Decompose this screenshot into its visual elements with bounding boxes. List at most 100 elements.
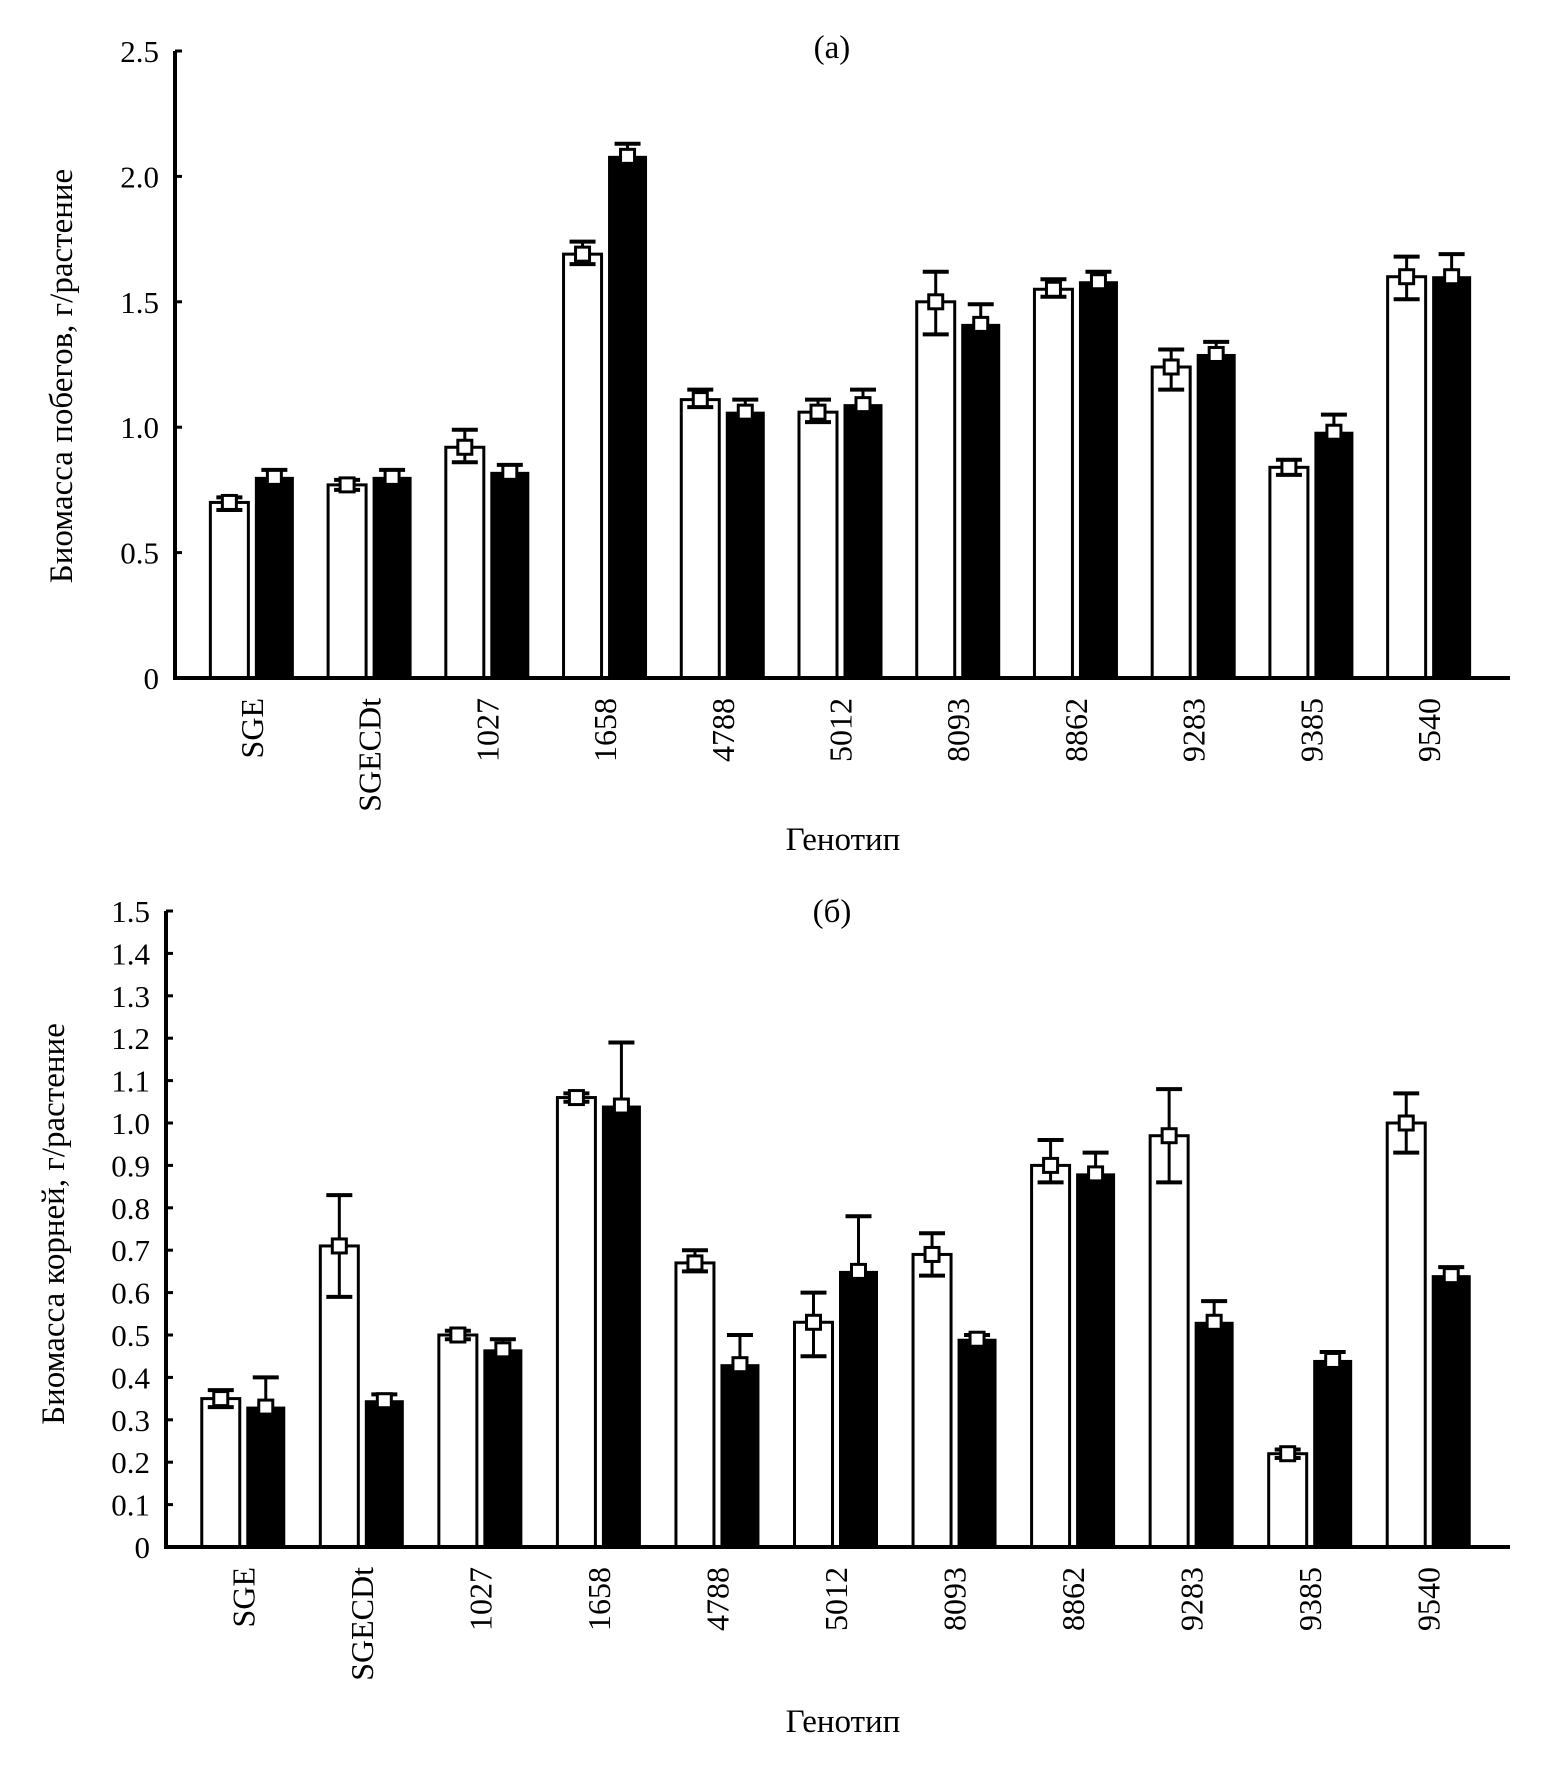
bar-white-8862 [1030, 1163, 1072, 1549]
bar-black-1027 [483, 1349, 523, 1548]
y-tick-label: 1.4 [111, 936, 150, 971]
y-tick-label: 1.0 [120, 410, 159, 445]
x-tick-label: 1658 [581, 1567, 617, 1631]
bar-black-SGECDt [372, 476, 412, 679]
bar-black-1658 [601, 1105, 641, 1548]
bar-black-5012 [843, 404, 883, 679]
bar-white-5012 [797, 410, 839, 680]
x-tick-label: 9283 [1174, 1567, 1210, 1631]
x-tick-label: 1658 [587, 698, 623, 762]
x-tick-label: 5012 [823, 698, 859, 762]
bar-black-8093 [961, 323, 1001, 679]
y-axis-title-b: Биомасса корней, г/растение [36, 1023, 72, 1425]
y-tick-label: 0.3 [111, 1403, 150, 1438]
bar-white-1658 [562, 252, 604, 680]
mean-marker-white-4788 [691, 391, 709, 409]
x-tick-label: 9385 [1292, 1567, 1328, 1631]
y-tick-label: 2.5 [120, 34, 159, 69]
mean-marker-black-9283 [1207, 345, 1225, 363]
bar-white-9540 [1385, 1121, 1427, 1549]
bar-black-SGECDt [364, 1400, 404, 1548]
bar-white-SGE [200, 1397, 242, 1549]
mean-marker-white-SGECDt [330, 1237, 348, 1255]
panel-label-a: (а) [814, 30, 851, 66]
mean-marker-black-5012 [854, 396, 872, 414]
bar-white-8093 [915, 300, 957, 680]
mean-marker-white-SGE [220, 493, 238, 511]
bar-white-4788 [679, 398, 721, 680]
x-tick-label: SGE [225, 1567, 261, 1627]
x-tick-label: 1027 [469, 698, 505, 762]
mean-marker-white-4788 [686, 1254, 704, 1272]
y-tick-label: 0.9 [111, 1148, 150, 1183]
mean-marker-white-5012 [805, 1313, 822, 1331]
mean-marker-black-4788 [731, 1356, 749, 1374]
mean-marker-black-SGECDt [383, 468, 401, 486]
mean-marker-white-1658 [574, 245, 592, 263]
y-tick-label: 0.6 [111, 1276, 150, 1311]
x-tick-label: 8862 [1055, 1567, 1091, 1631]
y-tick-label: 1.2 [111, 1021, 150, 1056]
bar-white-1027 [444, 445, 486, 680]
mean-marker-black-1027 [494, 1341, 512, 1359]
bar-black-9385 [1313, 1359, 1353, 1548]
bar-black-8862 [1078, 281, 1118, 679]
y-tick-label: 2.0 [120, 159, 159, 194]
mean-marker-black-9385 [1324, 1351, 1342, 1369]
mean-marker-white-1658 [567, 1089, 585, 1107]
x-tick-label: 8862 [1058, 698, 1094, 762]
bars-b [200, 1040, 1471, 1549]
bar-white-1027 [437, 1333, 479, 1549]
y-tick-label: 1.0 [111, 1106, 150, 1141]
y-tick-label: 0.7 [111, 1233, 150, 1268]
bar-white-9283 [1150, 365, 1192, 680]
mean-marker-white-8862 [1042, 1156, 1060, 1174]
y-tick-label: 0.8 [111, 1191, 150, 1226]
y-tick-label: 0.4 [111, 1360, 150, 1395]
y-tick-label: 0.5 [120, 536, 159, 571]
panel-label-b: (б) [813, 894, 852, 930]
y-tick-label: 1.3 [111, 979, 150, 1014]
mean-marker-black-8862 [1089, 273, 1107, 291]
mean-marker-black-4788 [736, 403, 754, 421]
x-tick-label: SGECDt [344, 1567, 380, 1681]
bar-black-1027 [490, 471, 530, 679]
y-tick-label: 0.1 [111, 1488, 150, 1523]
chart-panel-a: (а) Биомасса побегов, г/растение Генотип… [44, 30, 1510, 858]
bar-white-8093 [911, 1252, 953, 1549]
bar-black-1658 [608, 155, 648, 679]
bar-black-8093 [957, 1338, 997, 1548]
mean-marker-black-SGECDt [375, 1392, 393, 1410]
x-axis-title-a: Генотип [786, 822, 901, 858]
bar-black-SGE [254, 476, 294, 679]
mean-marker-white-8093 [923, 1245, 941, 1263]
bar-white-9385 [1268, 465, 1310, 680]
mean-marker-black-SGE [257, 1398, 275, 1416]
mean-marker-black-9540 [1442, 1267, 1460, 1285]
y-ticks-b: 0 0.1 0.2 0.3 0.4 0.5 0.6 0.7 0.8 0.9 1.0 1.1 1.2 1.3… [111, 894, 173, 1565]
bar-black-4788 [725, 411, 765, 679]
mean-marker-black-SGE [265, 468, 283, 486]
x-tick-label: 4788 [705, 698, 741, 762]
y-tick-label: 1.5 [111, 894, 150, 929]
bar-black-9385 [1314, 431, 1354, 679]
mean-marker-white-9385 [1279, 1445, 1297, 1463]
x-tick-label: 9540 [1411, 1567, 1447, 1631]
bar-white-9283 [1148, 1134, 1190, 1549]
y-tick-label: 1.1 [111, 1064, 150, 1099]
x-tick-label: 5012 [818, 1567, 854, 1631]
mean-marker-white-SGE [212, 1390, 230, 1408]
x-tick-label: 1027 [462, 1567, 498, 1631]
mean-marker-white-SGECDt [338, 476, 356, 494]
bar-white-SGE [208, 500, 250, 680]
mean-marker-black-8093 [968, 1330, 986, 1348]
mean-marker-black-5012 [850, 1262, 867, 1280]
chart-panel-b: (б) Биомасса корней, г/растение Генотип … [36, 894, 1510, 1740]
bar-white-4788 [674, 1261, 716, 1549]
bar-white-SGECDt [326, 483, 368, 680]
x-tick-label: SGE [234, 698, 270, 758]
x-tick-label: SGECDt [352, 698, 388, 812]
bar-black-9283 [1194, 1321, 1234, 1548]
x-axis-title-b: Генотип [786, 1704, 901, 1740]
